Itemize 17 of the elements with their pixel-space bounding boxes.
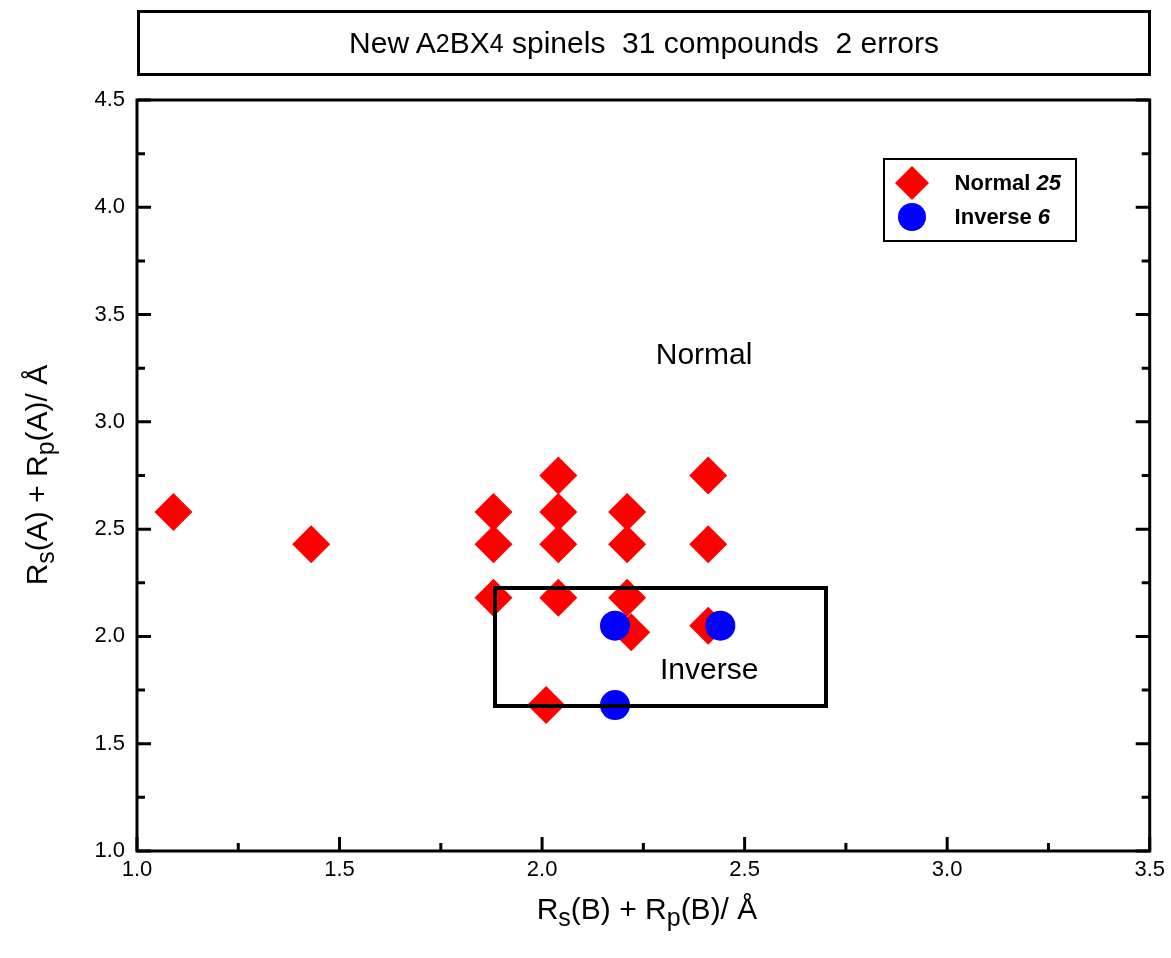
y-tick-label: 4.0 [94, 193, 125, 219]
x-tick-label: 3.0 [931, 856, 963, 882]
annotation: Inverse [659, 652, 759, 686]
annotation: Normal [655, 336, 753, 370]
y-tick-label: 2.0 [94, 622, 125, 648]
y-tick-label: 3.0 [94, 407, 125, 433]
y-tick-label: 4.5 [94, 86, 125, 112]
x-axis-title: R$_{s}$(B) + R$_{p}$(B)/ Å [535, 892, 759, 932]
legend-label: Normal 25 [954, 170, 1061, 196]
x-tick-label: 2.5 [729, 856, 760, 882]
x-tick-label: 1.5 [324, 856, 355, 882]
y-tick-label: 3.5 [94, 300, 125, 326]
x-tick-label: 2.0 [526, 856, 558, 882]
y-tick-label: 1.5 [94, 729, 125, 755]
y-tick-label: 2.5 [94, 515, 125, 541]
x-tick-label: 3.5 [1134, 856, 1166, 882]
legend-label: Inverse 6 [954, 204, 1051, 230]
